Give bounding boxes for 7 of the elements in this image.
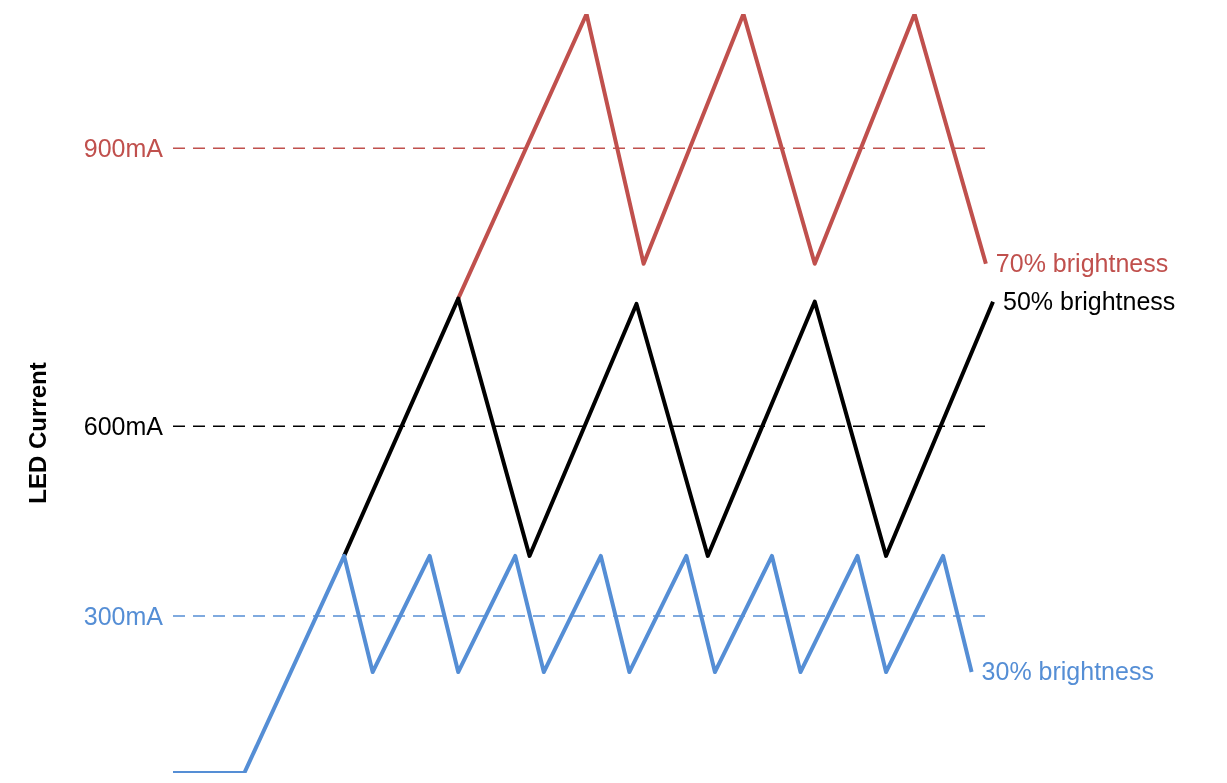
ref-line-label: 900mA	[83, 134, 164, 163]
series-label: 30% brightness	[981, 657, 1154, 686]
series-label: 70% brightness	[995, 248, 1169, 277]
ref-line-label: 300mA	[83, 601, 164, 630]
series-label: 50% brightness	[1003, 286, 1176, 315]
ref-line-label: 600mA	[83, 412, 164, 441]
text: LED Current	[24, 362, 51, 504]
